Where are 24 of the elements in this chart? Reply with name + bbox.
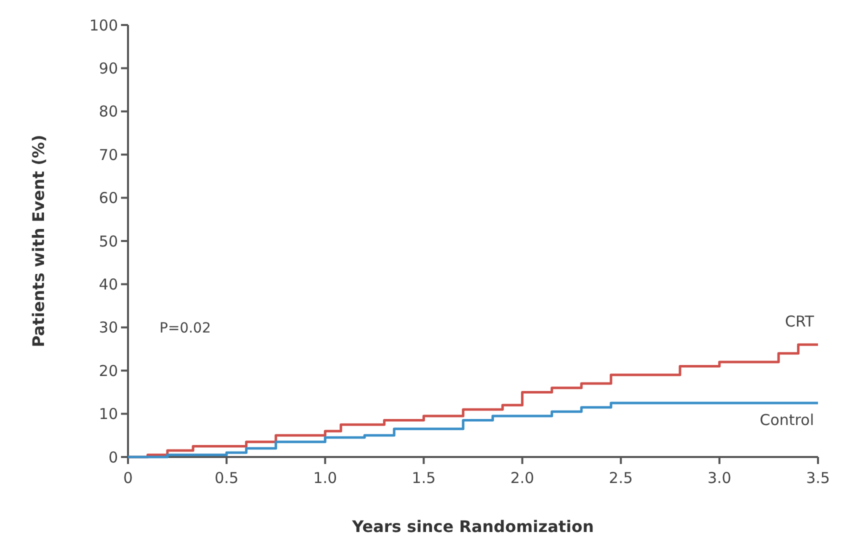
x-tick-label: 0	[123, 469, 133, 487]
x-axis-title: Years since Randomization	[351, 517, 594, 536]
y-tick-label: 60	[98, 189, 118, 208]
y-tick-label: 100	[89, 16, 118, 34]
y-tick-label: 30	[98, 318, 118, 337]
y-tick-label: 10	[98, 405, 118, 424]
series-label: CRT	[785, 312, 815, 331]
y-axis-title: Patients with Event (%)	[29, 134, 48, 348]
y-tick-label: 40	[98, 275, 118, 294]
series-label: Control	[760, 411, 814, 429]
x-tick-label: 1.0	[313, 469, 338, 487]
y-tick-label: 20	[98, 362, 118, 380]
x-tick-label: 1.5	[412, 469, 436, 487]
x-tick-label: 2.0	[510, 469, 534, 487]
x-tick-label: 3.5	[806, 469, 830, 487]
y-tick-label: 70	[98, 146, 118, 164]
x-tick-label: 0.5	[214, 469, 238, 487]
y-tick-label: 50	[98, 232, 118, 250]
annotation: P=0.02	[160, 320, 211, 336]
x-tick-label: 2.5	[608, 469, 633, 487]
y-tick-label: 80	[98, 102, 118, 121]
y-tick-label: 0	[108, 448, 118, 466]
y-tick-label: 90	[98, 59, 118, 78]
x-tick-label: 3.0	[708, 469, 732, 487]
